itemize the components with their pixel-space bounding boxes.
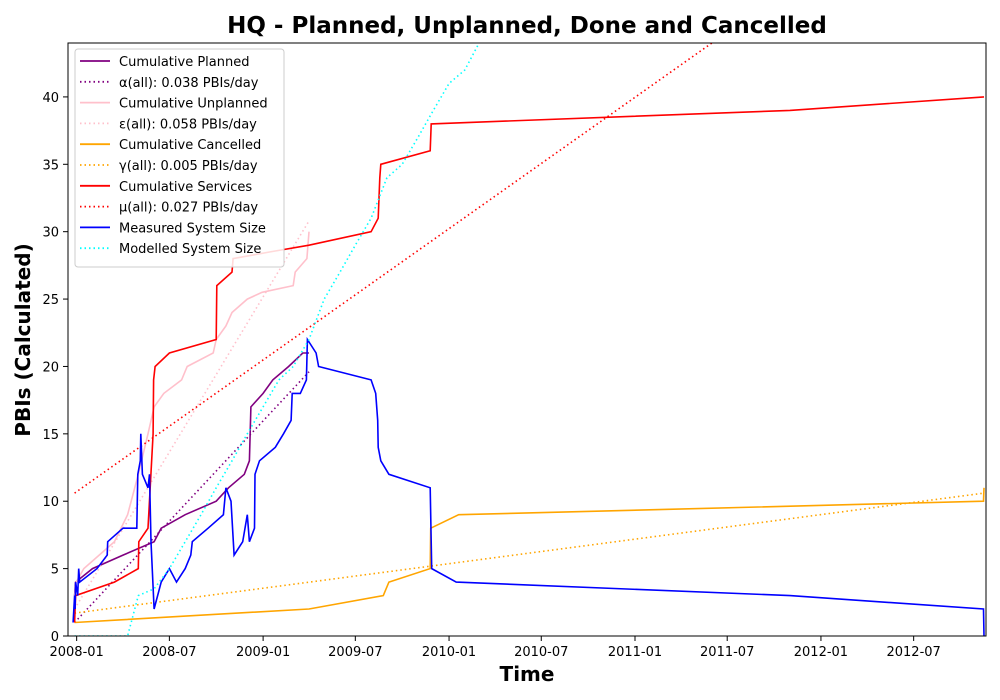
x-tick-label: 2011-01 (608, 645, 662, 660)
legend: Cumulative Planned α(all): 0.038 PBIs/day… (74, 48, 285, 268)
legend-label-all-0-005-pbis-day: γ(all): 0.005 PBIs/day (119, 159, 258, 174)
x-tick-label: 2010-07 (514, 645, 568, 660)
x-axis: 2008-01 2008-07 2009-01 2009-07 2010-01 2010-… (49, 636, 941, 660)
x-tick-label: 2012-07 (886, 645, 940, 660)
legend-label-cumulative-cancelled: Cumulative Cancelled (119, 138, 261, 153)
legend-label-all-0-027-pbis-day: μ(all): 0.027 PBIs/day (119, 201, 258, 216)
x-tick-label: 2010-01 (422, 645, 476, 660)
x-tick-label: 2009-01 (236, 645, 290, 660)
x-tick-label: 2008-01 (49, 645, 103, 660)
y-tick-label: 10 (42, 495, 59, 510)
y-tick-label: 30 (42, 226, 59, 241)
legend-label-all-0-038-pbis-day: α(all): 0.038 PBIs/day (119, 76, 259, 91)
series-line-cumulative-planned (73, 352, 309, 596)
legend-label-all-0-058-pbis-day: ε(all): 0.058 PBIs/day (119, 117, 257, 132)
plot-frame (67, 42, 987, 637)
y-axis-title: PBIs (Calculated) (11, 243, 35, 436)
series-line-measured-system-size (72, 336, 985, 636)
y-axis: 0 5 10 15 20 25 30 35 40 (42, 91, 68, 645)
legend-label-cumulative-unplanned: Cumulative Unplanned (119, 97, 268, 112)
series-line-cumulative-cancelled (74, 487, 985, 624)
y-tick-label: 25 (42, 293, 59, 308)
y-tick-label: 40 (42, 91, 59, 106)
y-tick-label: 15 (42, 428, 59, 443)
series-layer (72, 43, 985, 636)
series-line-all-0-038-pbis-day (74, 371, 310, 624)
x-axis-title: Time (500, 662, 555, 686)
x-tick-label: 2012-01 (794, 645, 848, 660)
series-line-cumulative-services (73, 96, 985, 623)
legend-label-cumulative-planned: Cumulative Planned (119, 55, 249, 70)
legend-label-measured-system-size: Measured System Size (119, 221, 266, 236)
chart-title: HQ - Planned, Unplanned, Done and Cancel… (227, 13, 827, 39)
x-tick-label: 2009-07 (328, 645, 382, 660)
legend-label-modelled-system-size: Modelled System Size (119, 242, 261, 257)
legend-box (74, 48, 285, 268)
y-tick-label: 0 (51, 630, 59, 645)
legend-label-cumulative-services: Cumulative Services (119, 180, 252, 195)
y-tick-label: 20 (42, 360, 59, 375)
y-tick-label: 5 (51, 563, 59, 578)
x-tick-label: 2011-07 (700, 645, 754, 660)
y-tick-label: 35 (42, 158, 59, 173)
x-tick-label: 2008-07 (142, 645, 196, 660)
